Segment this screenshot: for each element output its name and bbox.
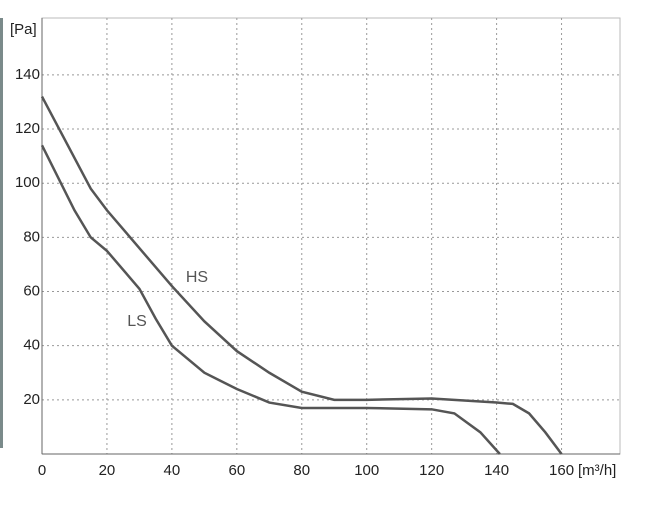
x-tick-label: 160 (549, 462, 574, 479)
y-axis-label: [Pa] (10, 21, 37, 38)
y-tick-label: 60 (23, 282, 40, 299)
series-line (40, 95, 563, 455)
y-tick-label: 120 (15, 120, 40, 137)
y-tick-label: 20 (23, 391, 40, 408)
series-line (40, 144, 501, 455)
x-tick-label: 100 (354, 462, 379, 479)
x-axis-label: [m³/h] (578, 462, 616, 479)
x-tick-label: 80 (293, 462, 310, 479)
x-tick-label: 60 (228, 462, 245, 479)
x-tick-label: 0 (38, 462, 46, 479)
y-tick-label: 100 (15, 174, 40, 191)
x-tick-label: 120 (419, 462, 444, 479)
y-tick-label: 80 (23, 228, 40, 245)
y-tick-label: 40 (23, 337, 40, 354)
side-bar (0, 18, 3, 448)
series-label: HS (186, 269, 208, 286)
x-tick-label: 20 (99, 462, 116, 479)
x-tick-label: 40 (164, 462, 181, 479)
series-label: LS (127, 313, 147, 330)
x-tick-label: 140 (484, 462, 509, 479)
y-tick-label: 140 (15, 66, 40, 83)
